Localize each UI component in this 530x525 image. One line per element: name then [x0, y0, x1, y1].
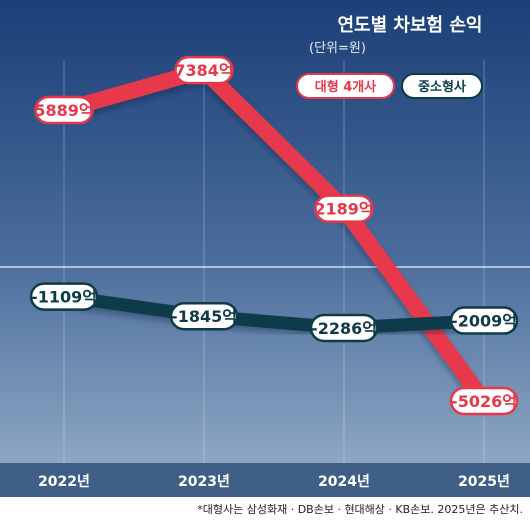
data-label-box [34, 95, 94, 125]
unit-label: (단위=원) [309, 41, 366, 56]
data-label-text: -5026억 [451, 392, 517, 411]
data-label-0-1: 7384억 [174, 55, 234, 85]
data-label-box [309, 313, 379, 343]
data-label-text: 2189억 [314, 200, 373, 219]
legend-swatch-large [296, 73, 395, 99]
data-label-1-2: -2286억 [309, 313, 379, 343]
data-label-text: -1109억 [31, 288, 97, 307]
data-label-0-0: 5889억 [34, 95, 94, 125]
data-label-text: 7384억 [174, 61, 233, 80]
data-label-box [314, 194, 374, 223]
data-labels: 5889억 7384억 2189억 -5026억 -1109억 -1845억 -2286억 -… [29, 55, 519, 416]
legend-label-large: 대형 4개사 [315, 79, 376, 95]
data-label-box [29, 282, 99, 311]
x-tick-label-1: 2023년 [178, 474, 230, 490]
data-label-0-2: 2189억 [314, 194, 374, 223]
x-axis-tick-labels: 2022년 2023년 2024년 2025년 [38, 474, 510, 490]
data-label-box [449, 386, 519, 416]
legend-label-small: 중소형사 [418, 79, 466, 95]
data-label-text: 5889억 [34, 101, 93, 120]
x-tick-label-0: 2022년 [38, 474, 90, 490]
data-label-box [174, 55, 234, 85]
legend-swatch-small [401, 73, 483, 99]
series-line-1 [57, 290, 491, 335]
x-tick-label-3: 2025년 [458, 474, 510, 490]
data-label-text: -2286억 [311, 319, 377, 338]
data-label-box [169, 301, 239, 331]
footnote: *대형사는 삼성화재 · DB손보 · 현대해상 · KB손보. 2025년은 … [197, 502, 523, 516]
legend: 대형 4개사 중소형사 [296, 73, 483, 99]
series-line-0 [56, 62, 492, 409]
chart-title: 연도별 차보험 손익 [337, 14, 482, 36]
series-lines [56, 62, 492, 409]
data-label-1-1: -1845억 [169, 301, 239, 331]
data-label-1-3: -2009억 [449, 306, 519, 335]
data-label-text: -2009억 [451, 312, 517, 331]
data-label-box [449, 306, 519, 335]
x-tick-label-2: 2024년 [318, 474, 370, 490]
data-label-text: -1845억 [171, 307, 237, 326]
data-label-0-3: -5026억 [449, 386, 519, 416]
data-label-1-0: -1109억 [29, 282, 99, 311]
x-axis-band [0, 463, 530, 497]
